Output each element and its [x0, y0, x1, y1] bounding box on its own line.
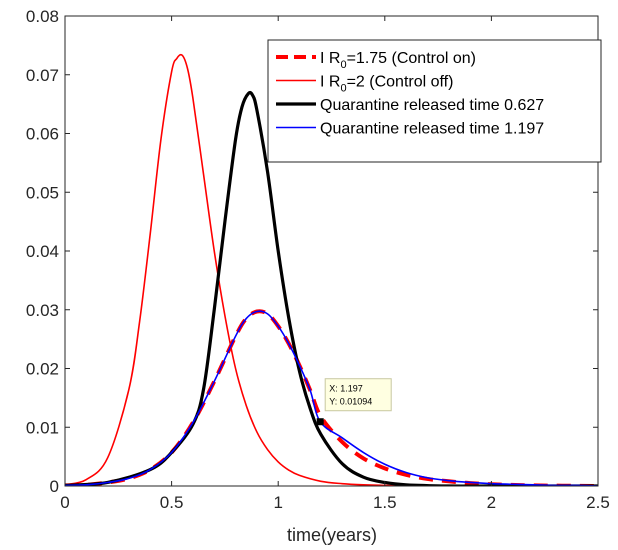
y-tick-label: 0 — [50, 477, 59, 496]
x-tick-label: 1 — [273, 493, 282, 512]
ticks-layer: 0 0.5 1 1.5 2 2.5 0 0.01 0.02 0.03 0.04 0.05 0.06 0.0… — [26, 7, 610, 512]
x-axis-label: time(years) — [287, 525, 377, 545]
datatip-box[interactable] — [324, 378, 392, 412]
x-tick-label: 0 — [60, 493, 69, 512]
datatip-marker[interactable] — [316, 418, 324, 426]
series-line-4 — [65, 310, 598, 486]
series-line-2 — [65, 53, 598, 486]
y-tick-label: 0.04 — [26, 242, 59, 261]
x-tick-label: 0.5 — [160, 493, 184, 512]
legend-label-3: Quarantine released time 0.627 — [320, 97, 544, 114]
legend: I R0=1.75 (Control on) I R0=2 (Control of… — [267, 39, 602, 163]
y-tick-label: 0.02 — [26, 360, 59, 379]
y-tick-label: 0.05 — [26, 183, 59, 202]
legend-label-2: I R0=2 (Control off) — [320, 74, 453, 95]
y-tick-label: 0.07 — [26, 66, 59, 85]
datatip-y-text: Y: 0.01094 — [329, 397, 372, 407]
y-tick-label: 0.08 — [26, 7, 59, 26]
y-tick-label: 0.06 — [26, 125, 59, 144]
x-tick-label: 1.5 — [373, 493, 397, 512]
datatip-x-text: X: 1.197 — [329, 384, 363, 394]
legend-box — [267, 39, 602, 163]
datatip[interactable]: X: 1.197 Y: 0.01094 — [316, 378, 392, 426]
x-tick-label: 2.5 — [586, 493, 610, 512]
y-tick-label: 0.01 — [26, 418, 59, 437]
legend-label-1: I R0=1.75 (Control on) — [320, 50, 476, 71]
y-tick-label: 0.03 — [26, 301, 59, 320]
x-tick-label: 2 — [487, 493, 496, 512]
legend-label-4: Quarantine released time 1.197 — [320, 121, 544, 138]
